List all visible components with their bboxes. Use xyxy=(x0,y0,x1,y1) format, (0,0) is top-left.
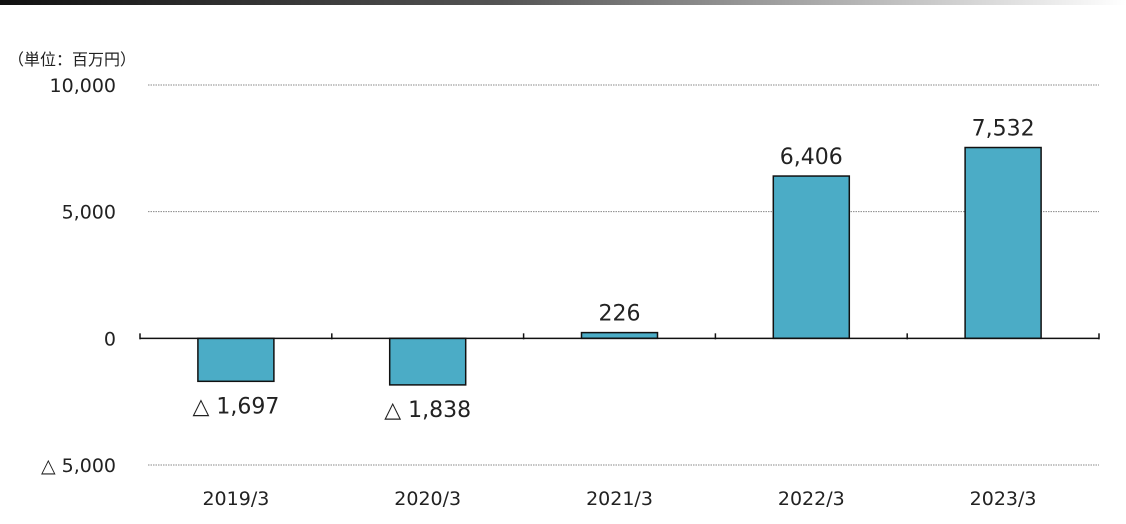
y-tick-label: 5,000 xyxy=(62,202,116,224)
x-tick-label: 2022/3 xyxy=(778,488,845,510)
bar-2023-3 xyxy=(964,146,1042,340)
data-label: △ 1,838 xyxy=(384,398,471,423)
x-axis xyxy=(139,333,1100,340)
y-tick-label: △ 5,000 xyxy=(41,455,116,477)
y-tick-label: 10,000 xyxy=(50,75,116,97)
bar-2020-3 xyxy=(388,337,467,386)
bar-2019-3 xyxy=(197,337,275,383)
x-tick-label: 2021/3 xyxy=(586,488,653,510)
bars xyxy=(197,146,1042,386)
bar-2022-3 xyxy=(772,175,851,340)
y-tick-label: 0 xyxy=(104,328,116,350)
bar-2021-3 xyxy=(580,331,659,340)
data-label: △ 1,697 xyxy=(192,394,279,419)
data-label: 7,532 xyxy=(972,117,1035,142)
data-label: 226 xyxy=(599,302,641,327)
x-tick-label: 2019/3 xyxy=(202,488,269,510)
x-axis-ticks: 2019/3 2020/3 2021/3 2022/3 2023/3 xyxy=(202,488,1036,510)
gridlines xyxy=(148,84,1099,466)
x-tick-label: 2020/3 xyxy=(394,488,461,510)
header-gradient-bar xyxy=(0,0,1126,5)
data-label: 6,406 xyxy=(780,145,843,170)
data-labels: △ 1,697 △ 1,838 226 6,406 7,532 xyxy=(192,117,1034,423)
unit-label: （単位：百万円） xyxy=(8,50,137,69)
y-axis-ticks: 10,000 5,000 0 △ 5,000 xyxy=(41,75,116,477)
x-tick-label: 2023/3 xyxy=(970,488,1037,510)
